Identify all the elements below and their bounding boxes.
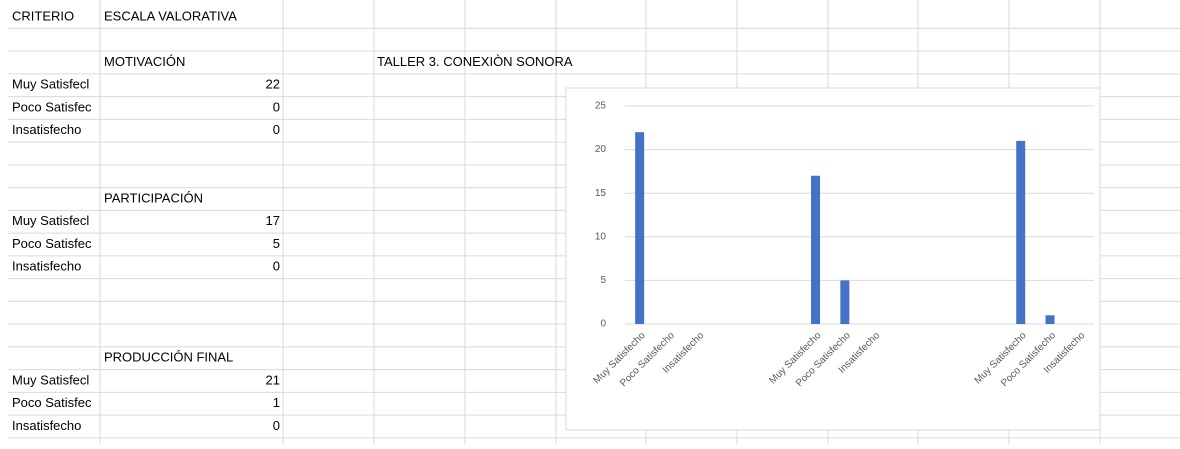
- bar: [635, 132, 645, 324]
- bar: [1016, 140, 1026, 324]
- section-name: PRODUCCIÓN FINAL: [104, 350, 233, 365]
- y-tick-label: 5: [600, 275, 606, 286]
- row-value: 0: [273, 418, 280, 433]
- row-label: Muy Satisfecl: [12, 372, 89, 387]
- row-value: 22: [266, 77, 280, 92]
- row-label: Insatisfecho: [12, 122, 81, 137]
- chart-area: [565, 87, 1101, 431]
- row-label: Poco Satisfec: [12, 395, 92, 410]
- row-value: 1: [273, 395, 280, 410]
- y-tick-label: 0: [600, 319, 606, 330]
- row-value: 0: [273, 122, 280, 137]
- row-label: Poco Satisfec: [12, 236, 92, 251]
- header-cell: ESCALA VALORATIVA: [104, 8, 237, 23]
- row-label: Insatisfecho: [12, 259, 81, 274]
- row-label: Poco Satisfec: [12, 99, 92, 114]
- row-value: 21: [266, 372, 280, 387]
- bar: [840, 280, 850, 324]
- row-value: 5: [273, 236, 280, 251]
- y-tick-label: 15: [595, 188, 607, 199]
- bar: [811, 175, 821, 324]
- row-value: 0: [273, 99, 280, 114]
- bar: [1045, 315, 1055, 324]
- row-value: 0: [273, 259, 280, 274]
- section-name: MOTIVACIÓN: [104, 54, 185, 69]
- row-label: Muy Satisfecl: [12, 213, 89, 228]
- row-value: 17: [266, 213, 280, 228]
- section-name: PARTICIPACIÓN: [104, 190, 203, 205]
- y-tick-label: 20: [595, 144, 607, 155]
- row-label: Insatisfecho: [12, 418, 81, 433]
- header-cell: CRITERIO: [12, 8, 74, 23]
- y-tick-label: 25: [595, 101, 607, 112]
- sheet-title: TALLER 3. CONEXIÒN SONORA: [377, 54, 573, 69]
- row-label: Muy Satisfecl: [12, 77, 89, 92]
- cells: CRITERIO ESCALA VALORATIVA TALLER 3. CONEX…: [12, 8, 573, 433]
- y-tick-label: 10: [595, 231, 607, 242]
